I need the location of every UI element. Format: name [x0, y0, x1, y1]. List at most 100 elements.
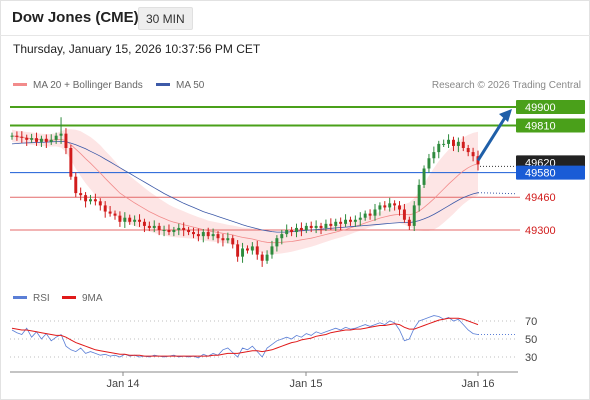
candle-body: [417, 184, 421, 206]
level-label-49460: 49460: [525, 192, 556, 204]
timestamp: Thursday, January 15, 2026 10:37:56 PM C…: [13, 42, 261, 56]
forecast-arrow-shaft: [476, 115, 508, 162]
legend-ma50: MA 50: [156, 80, 204, 91]
candle-body: [196, 234, 200, 237]
candle-body: [285, 230, 289, 235]
candle-body: [348, 219, 352, 222]
legend-ma9: 9MA: [62, 293, 103, 304]
x-label-jan-16: Jan 16: [461, 378, 494, 390]
candle-body: [147, 225, 151, 228]
candle-body: [314, 225, 318, 228]
legend-ma9-label: 9MA: [82, 293, 103, 304]
rsi-tick-30: 30: [525, 352, 537, 364]
legend-bb-label: MA 20 + Bollinger Bands: [33, 80, 143, 91]
candle-body: [142, 221, 146, 226]
candle-body: [15, 135, 19, 137]
candle-body: [442, 143, 446, 145]
candle-body: [466, 148, 470, 153]
rsi-line: [11, 315, 479, 359]
candle-body: [329, 223, 333, 226]
candle-body: [452, 139, 455, 146]
level-label-49810: 49810: [525, 120, 556, 132]
candle-body: [388, 203, 392, 208]
candle-body: [49, 139, 53, 142]
timeframe-button[interactable]: 30 MIN: [138, 7, 193, 30]
candle-body: [118, 215, 122, 222]
candle-body: [344, 219, 348, 224]
candle-body: [216, 234, 220, 239]
candle-body: [206, 232, 210, 237]
level-label-49300: 49300: [525, 225, 556, 237]
candle-body: [299, 227, 303, 230]
candle-body: [290, 230, 294, 233]
rsi-tick-70: 70: [525, 316, 537, 328]
credit-text: Research © 2026 Trading Central: [431, 80, 581, 91]
candle-body: [422, 168, 426, 185]
level-tag-49810: [516, 118, 585, 133]
level-tag-49580: [516, 165, 585, 180]
candle-body: [98, 201, 102, 206]
candle-body: [39, 138, 43, 142]
header-bar: Dow Jones (CME) 30 MIN: [0, 0, 590, 36]
candle-body: [447, 139, 451, 144]
x-label-jan-15: Jan 15: [289, 378, 322, 390]
candle-body: [402, 209, 406, 220]
candle-body: [353, 219, 357, 222]
rsi-ma-line: [11, 317, 479, 357]
candle-body: [393, 203, 397, 206]
candle-body: [295, 227, 298, 233]
candle-body: [93, 199, 97, 202]
bb-swatch: [13, 82, 27, 86]
candle-body: [138, 219, 142, 222]
candle-body: [245, 248, 249, 251]
candle-body: [162, 230, 166, 231]
ma50-swatch: [156, 82, 170, 86]
candle-body: [64, 133, 68, 148]
candle-body: [324, 223, 328, 228]
x-label-jan-14: Jan 14: [106, 378, 139, 390]
candle-body: [30, 138, 34, 140]
candle-body: [226, 238, 230, 241]
candle-body: [260, 254, 264, 261]
candle-body: [152, 225, 156, 228]
ma9-swatch: [62, 295, 76, 299]
candle-body: [187, 230, 191, 233]
candle-body: [309, 225, 313, 228]
legend-rsi-label: RSI: [33, 293, 50, 304]
candle-body: [20, 136, 24, 138]
bollinger-band-fill: [12, 129, 478, 255]
candle-body: [74, 176, 78, 194]
candle-body: [378, 205, 382, 210]
candle-body: [84, 195, 88, 202]
candle-body: [407, 219, 411, 226]
candle-body: [275, 238, 279, 247]
candle-body: [54, 135, 58, 140]
candle-body: [192, 232, 195, 235]
level-label-49900: 49900: [525, 102, 556, 114]
candle-body: [221, 238, 225, 241]
candle-body: [432, 152, 436, 159]
candle-body: [79, 193, 83, 196]
rsi-swatch: [13, 295, 27, 299]
candle-body: [177, 227, 181, 230]
candle-body: [437, 143, 441, 153]
legend-ma50-label: MA 50: [176, 80, 205, 91]
candle-body: [461, 141, 465, 148]
candle-body: [211, 234, 215, 237]
candle-body: [236, 244, 240, 257]
candle-body: [373, 209, 377, 216]
candle-body: [368, 213, 372, 216]
candle-body: [103, 205, 107, 212]
level-label-49580: 49580: [525, 168, 556, 180]
candle-body: [383, 205, 387, 208]
candle-body: [412, 205, 416, 226]
rsi-tick-50: 50: [525, 334, 537, 346]
candle-body: [128, 217, 132, 222]
ma50-projection: [477, 192, 516, 195]
candle-body: [265, 254, 269, 261]
candle-body: [35, 138, 38, 142]
candle-body: [358, 217, 362, 220]
candle-body: [456, 141, 460, 146]
level-tag-49900: [516, 100, 585, 114]
